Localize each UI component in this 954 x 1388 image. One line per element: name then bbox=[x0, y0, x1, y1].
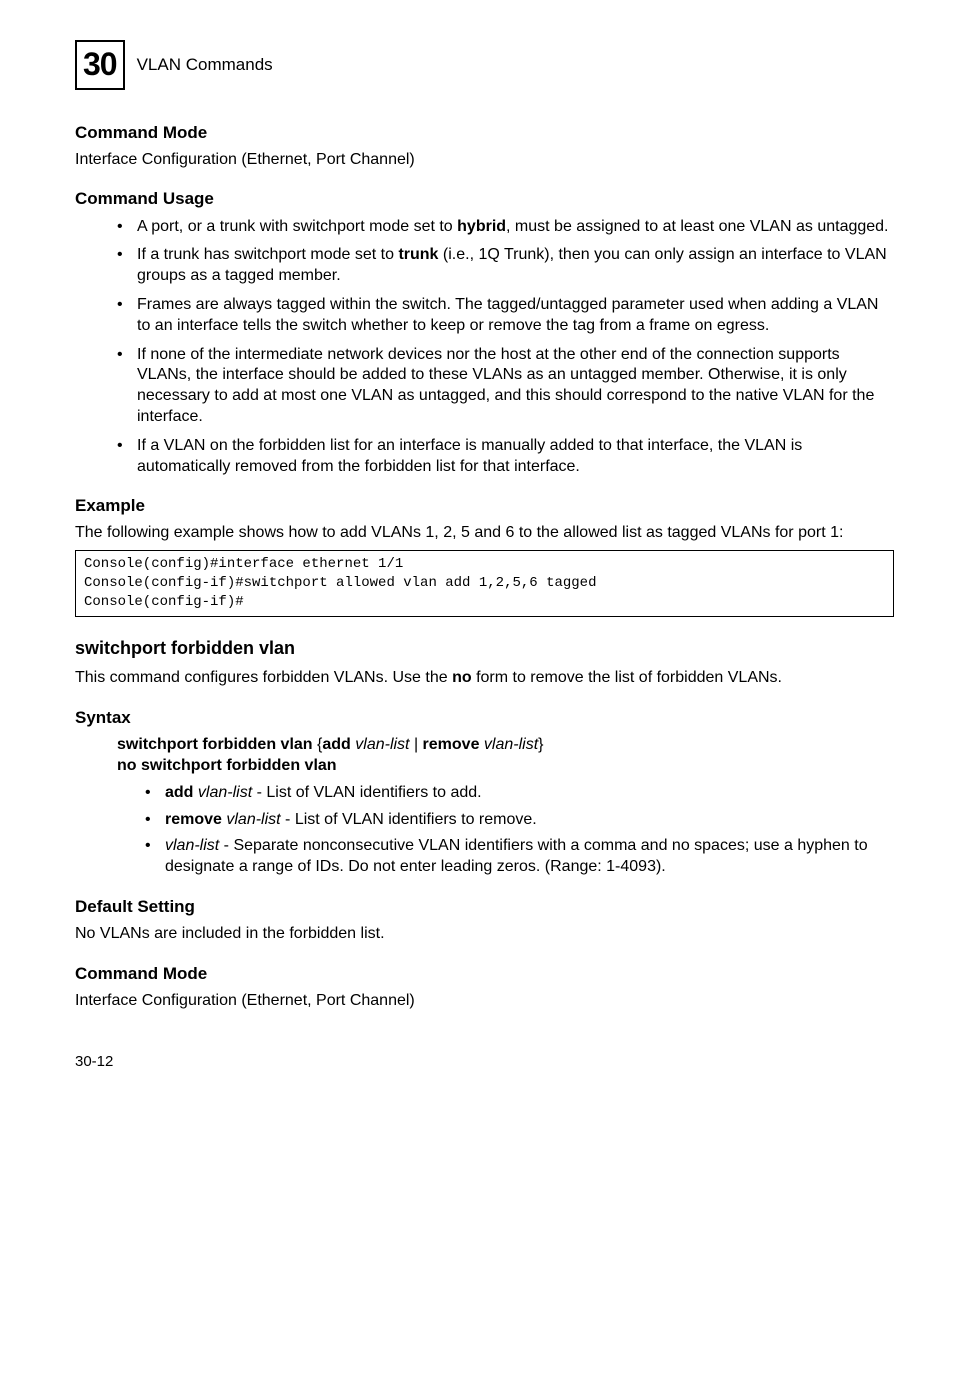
list-item: add vlan-list - List of VLAN identifiers… bbox=[145, 783, 894, 804]
heading-command-mode: Command Mode bbox=[75, 122, 894, 144]
list-item: vlan-list - Separate nonconsecutive VLAN… bbox=[145, 836, 894, 878]
list-item: A port, or a trunk with switchport mode … bbox=[117, 217, 894, 238]
chapter-title: VLAN Commands bbox=[137, 54, 273, 76]
text-italic: vlan-list bbox=[222, 811, 281, 828]
heading-command-usage: Command Usage bbox=[75, 188, 894, 210]
text-fragment: { bbox=[313, 736, 323, 753]
text-italic: vlan-list bbox=[193, 784, 252, 801]
list-item: If none of the intermediate network devi… bbox=[117, 345, 894, 428]
syntax-line: no switchport forbidden vlan bbox=[117, 756, 894, 777]
text-bold: no switchport forbidden vlan bbox=[117, 757, 337, 774]
list-item: remove vlan-list - List of VLAN identifi… bbox=[145, 810, 894, 831]
text-example: The following example shows how to add V… bbox=[75, 523, 894, 544]
chapter-number-box: 30 bbox=[75, 40, 125, 90]
text-italic: vlan-list bbox=[351, 736, 410, 753]
heading-command-mode-2: Command Mode bbox=[75, 963, 894, 985]
text-bold: switchport forbidden vlan bbox=[117, 736, 313, 753]
list-item: If a trunk has switchport mode set to tr… bbox=[117, 245, 894, 287]
text-fragment: This command configures forbidden VLANs.… bbox=[75, 669, 452, 686]
syntax-options-list: add vlan-list - List of VLAN identifiers… bbox=[145, 783, 894, 878]
text-bold: remove bbox=[165, 811, 222, 828]
text-bold: add bbox=[165, 784, 193, 801]
text-fragment: A port, or a trunk with switchport mode … bbox=[137, 218, 457, 235]
heading-syntax: Syntax bbox=[75, 707, 894, 729]
text-bold: remove bbox=[423, 736, 480, 753]
text-fragment: - List of VLAN identifiers to add. bbox=[252, 784, 481, 801]
text-italic: vlan-list bbox=[479, 736, 538, 753]
text-fragment: , must be assigned to at least one VLAN … bbox=[506, 218, 888, 235]
text-command-mode-2: Interface Configuration (Ethernet, Port … bbox=[75, 991, 894, 1012]
page-number: 30-12 bbox=[75, 1052, 894, 1072]
text-default-setting: No VLANs are included in the forbidden l… bbox=[75, 924, 894, 945]
syntax-block: switchport forbidden vlan {add vlan-list… bbox=[117, 735, 894, 777]
text-switchport-forbidden: This command configures forbidden VLANs.… bbox=[75, 668, 894, 689]
text-bold: trunk bbox=[398, 246, 438, 263]
text-fragment: form to remove the list of forbidden VLA… bbox=[472, 669, 782, 686]
text-fragment: - Separate nonconsecutive VLAN identifie… bbox=[165, 837, 868, 875]
list-item: If a VLAN on the forbidden list for an i… bbox=[117, 436, 894, 478]
text-fragment: } bbox=[538, 736, 543, 753]
list-item: Frames are always tagged within the swit… bbox=[117, 295, 894, 337]
heading-switchport-forbidden: switchport forbidden vlan bbox=[75, 637, 894, 660]
text-bold: hybrid bbox=[457, 218, 506, 235]
text-fragment: - List of VLAN identifiers to remove. bbox=[281, 811, 537, 828]
text-bold: add bbox=[322, 736, 350, 753]
text-fragment: | bbox=[410, 736, 423, 753]
text-fragment: If a trunk has switchport mode set to bbox=[137, 246, 398, 263]
heading-example: Example bbox=[75, 495, 894, 517]
code-block: Console(config)#interface ethernet 1/1 C… bbox=[75, 550, 894, 617]
page-header: 30 VLAN Commands bbox=[75, 40, 894, 90]
heading-default-setting: Default Setting bbox=[75, 896, 894, 918]
syntax-line: switchport forbidden vlan {add vlan-list… bbox=[117, 735, 894, 756]
text-bold: no bbox=[452, 669, 472, 686]
command-usage-list: A port, or a trunk with switchport mode … bbox=[117, 217, 894, 478]
text-italic: vlan-list bbox=[165, 837, 219, 854]
text-command-mode: Interface Configuration (Ethernet, Port … bbox=[75, 150, 894, 171]
